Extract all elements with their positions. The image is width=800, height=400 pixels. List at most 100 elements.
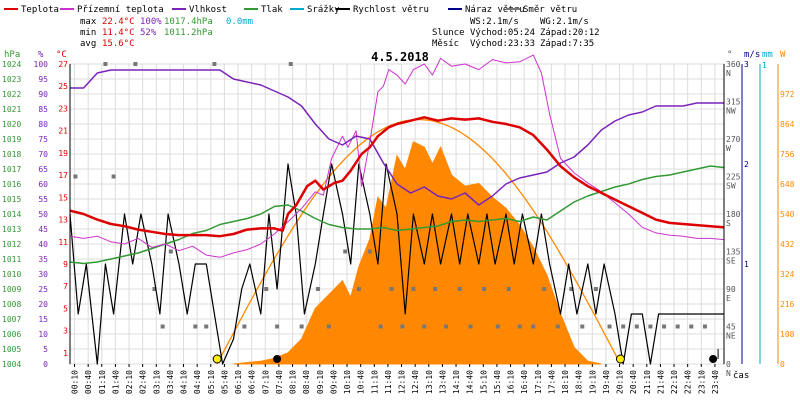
wind-direction-point: [531, 324, 536, 329]
solar-tick-label: 648: [780, 180, 795, 189]
hpa-tick-label: 1018: [2, 150, 21, 159]
hpa-tick-label: 1022: [2, 90, 21, 99]
x-tick-label: 10:10: [343, 370, 352, 394]
wind-direction-point: [160, 324, 165, 329]
legend-label: Rychlost větru: [353, 5, 429, 15]
wg-value: WG:2.1m/s: [540, 17, 589, 27]
x-tick-label: 10:40: [357, 370, 366, 394]
wind-direction-point: [204, 324, 209, 329]
wind-direction-point: [315, 287, 320, 291]
hpa-tick-label: 1010: [2, 270, 21, 279]
wind-direction-point: [212, 62, 217, 66]
hum-tick-label: 65: [38, 165, 48, 174]
wind-direction-point: [542, 287, 547, 291]
temp-tick-label: 9: [63, 260, 68, 269]
x-tick-label: 23:10: [697, 370, 706, 394]
x-tick-label: 12:10: [398, 370, 407, 394]
wind-direction-point: [152, 287, 157, 291]
temp-tick-label: 1: [63, 349, 68, 358]
x-tick-label: 06:10: [234, 370, 243, 394]
solar-tick-label: 324: [780, 270, 795, 279]
hpa-tick-label: 1020: [2, 120, 21, 129]
axis-unit-labels: hPa % °C ° m/s mm W čas: [4, 50, 786, 381]
x-tick-label: 02:40: [139, 370, 148, 394]
wind-direction-point: [689, 324, 694, 329]
hpa-tick-label: 1013: [2, 225, 21, 234]
hum-tick-label: 25: [38, 285, 48, 294]
temp-tick-label: 27: [58, 60, 68, 69]
hum-tick-label: 95: [38, 75, 48, 84]
hum-tick-label: 45: [38, 225, 48, 234]
wind-direction-point: [111, 174, 116, 179]
temp-tick-label: 11: [58, 238, 68, 247]
hum-tick-label: 10: [38, 330, 48, 339]
wind-direction-point: [702, 324, 707, 329]
dir-compass-label: S: [726, 219, 731, 228]
x-tick-label: 23:40: [711, 370, 720, 394]
x-tick-label: 15:40: [493, 370, 502, 394]
x-tick-label: 22:40: [684, 370, 693, 394]
dir-compass-label: SW: [726, 182, 736, 191]
x-tick-label: 16:10: [507, 370, 516, 394]
wind-direction-point: [242, 324, 247, 329]
min-temp: 11.4°C: [102, 28, 135, 38]
x-tick-label: 13:40: [438, 370, 447, 394]
x-tick-label: 07:10: [261, 370, 270, 394]
temp-tick-label: 19: [58, 149, 68, 158]
hpa-tick-label: 1016: [2, 180, 21, 189]
min-label: min: [80, 28, 96, 38]
wind-direction-point: [621, 324, 626, 329]
dir-compass-label: N: [726, 69, 731, 78]
dir-tick-label: 270: [726, 135, 741, 144]
dir-tick-label: 315: [726, 98, 741, 107]
wind-direction-point: [433, 287, 438, 291]
solar-unit: W: [780, 50, 786, 60]
hum-tick-label: 60: [38, 180, 48, 189]
dir-compass-label: NW: [726, 107, 736, 116]
x-tick-label: 15:10: [479, 370, 488, 394]
x-tick-label: 14:10: [452, 370, 461, 394]
axes-layer: 1004100510061007100810091010101110121013…: [2, 60, 795, 394]
wind-direction-point: [580, 324, 585, 329]
hum-tick-label: 15: [38, 315, 48, 324]
wind-direction-point: [103, 62, 108, 66]
wind-direction-point: [264, 287, 269, 291]
legend-label: Náraz větru: [465, 5, 525, 15]
wind-direction-point: [193, 324, 198, 329]
x-tick-label: 16:40: [520, 370, 529, 394]
wind-direction-point: [168, 249, 173, 254]
wind-direction-point: [422, 324, 427, 329]
lines-layer: [69, 54, 725, 365]
wind-direction-point: [468, 324, 473, 329]
solar-tick-label: 432: [780, 240, 795, 249]
x-tick-label: 21:10: [643, 370, 652, 394]
x-tick-label: 09:40: [329, 370, 338, 394]
hum-tick-label: 5: [43, 345, 48, 354]
wind-direction-point: [569, 287, 574, 291]
x-tick-label: 14:40: [466, 370, 475, 394]
hpa-tick-label: 1008: [2, 300, 21, 309]
x-tick-label: 04:10: [180, 370, 189, 394]
chart-title: 4.5.2018: [371, 50, 429, 64]
x-tick-label: 07:40: [275, 370, 284, 394]
dir-compass-label: N: [726, 369, 731, 378]
hpa-tick-label: 1014: [2, 210, 21, 219]
hpa-tick-label: 1021: [2, 105, 21, 114]
wind-direction-point: [607, 324, 612, 329]
wind-direction-point: [73, 174, 78, 179]
wind-direction-point: [326, 324, 331, 329]
wind-direction-point: [593, 287, 598, 291]
speed-tick-label: 1: [744, 260, 749, 269]
temp-unit: °C: [56, 50, 67, 60]
hpa-tick-label: 1007: [2, 315, 21, 324]
dir-tick-label: 360: [726, 60, 741, 69]
wind-direction-point: [299, 324, 304, 329]
speed-tick-label: 3: [744, 60, 749, 69]
hpa-tick-label: 1012: [2, 240, 21, 249]
speed-tick-label: 2: [744, 160, 749, 169]
x-tick-label: 12:40: [411, 370, 420, 394]
hum-tick-label: 100: [34, 60, 49, 69]
rain-tick-label: 1: [762, 61, 767, 70]
hpa-tick-label: 1017: [2, 165, 21, 174]
x-tick-label: 19:40: [602, 370, 611, 394]
